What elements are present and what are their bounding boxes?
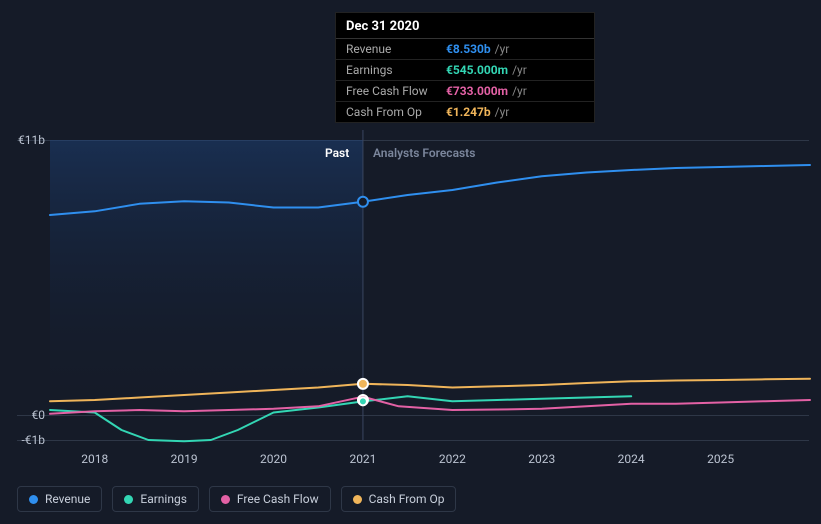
x-tick-label: 2021: [349, 452, 376, 466]
tooltip-row: Free Cash Flow€733.000m/yr: [336, 81, 594, 102]
legend-swatch: [221, 495, 230, 504]
tooltip-title: Dec 31 2020: [336, 13, 594, 39]
legend-item-cfo[interactable]: Cash From Op: [341, 486, 457, 512]
chart-legend: Revenue Earnings Free Cash Flow Cash From O…: [17, 486, 456, 512]
x-tick-label: 2024: [618, 452, 645, 466]
legend-item-fcf[interactable]: Free Cash Flow: [209, 486, 331, 512]
legend-swatch: [353, 495, 362, 504]
tooltip-row-label: Earnings: [346, 63, 446, 77]
x-tick-label: 2020: [260, 452, 287, 466]
marker-earnings: [359, 397, 367, 405]
tooltip-row: Revenue€8.530b/yr: [336, 39, 594, 60]
forecast-label: Analysts Forecasts: [373, 146, 475, 160]
marker-cfo: [358, 379, 368, 389]
legend-item-revenue[interactable]: Revenue: [17, 486, 102, 512]
tooltip-row-value: €8.530b: [446, 42, 491, 56]
tooltip-row: Earnings€545.000m/yr: [336, 60, 594, 81]
x-tick-label: 2022: [439, 452, 466, 466]
tooltip-row-label: Free Cash Flow: [346, 84, 446, 98]
tooltip-row-value: €1.247b: [446, 105, 491, 119]
past-region: [50, 140, 363, 415]
tooltip-row-value: €733.000m: [446, 84, 508, 98]
tooltip-row-unit: /yr: [512, 84, 527, 98]
chart-tooltip: Dec 31 2020 Revenue€8.530b/yrEarnings€54…: [335, 12, 595, 123]
tooltip-row: Cash From Op€1.247b/yr: [336, 102, 594, 122]
legend-item-earnings[interactable]: Earnings: [112, 486, 199, 512]
tooltip-row-unit: /yr: [495, 42, 510, 56]
tooltip-row-unit: /yr: [495, 105, 510, 119]
tooltip-row-label: Cash From Op: [346, 105, 446, 119]
legend-label: Cash From Op: [369, 492, 445, 506]
legend-label: Free Cash Flow: [237, 492, 319, 506]
legend-swatch: [29, 495, 38, 504]
x-tick-label: 2025: [707, 452, 734, 466]
legend-label: Revenue: [45, 492, 90, 506]
tooltip-row-unit: /yr: [512, 63, 527, 77]
x-tick-label: 2023: [528, 452, 555, 466]
past-label: Past: [325, 146, 349, 160]
legend-label: Earnings: [140, 492, 187, 506]
marker-revenue: [358, 197, 368, 207]
x-tick-label: 2018: [81, 452, 108, 466]
tooltip-row-value: €545.000m: [446, 63, 508, 77]
x-tick-label: 2019: [171, 452, 198, 466]
legend-swatch: [124, 495, 133, 504]
financials-chart: €11b€0-€1b Past Analysts Forecasts 20182…: [0, 0, 821, 524]
tooltip-row-label: Revenue: [346, 42, 446, 56]
